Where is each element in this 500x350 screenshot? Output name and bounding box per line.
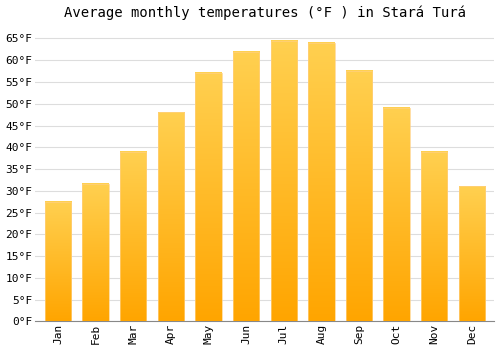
Bar — [346, 71, 372, 321]
Bar — [82, 184, 108, 321]
Bar — [384, 108, 410, 321]
Bar — [270, 41, 297, 321]
Bar — [421, 152, 448, 321]
Bar — [158, 112, 184, 321]
Bar — [458, 187, 485, 321]
Title: Average monthly temperatures (°F ) in Stará Turá: Average monthly temperatures (°F ) in St… — [64, 6, 466, 20]
Bar — [308, 43, 334, 321]
Bar — [120, 152, 146, 321]
Bar — [233, 51, 259, 321]
Bar — [44, 202, 71, 321]
Bar — [196, 73, 222, 321]
